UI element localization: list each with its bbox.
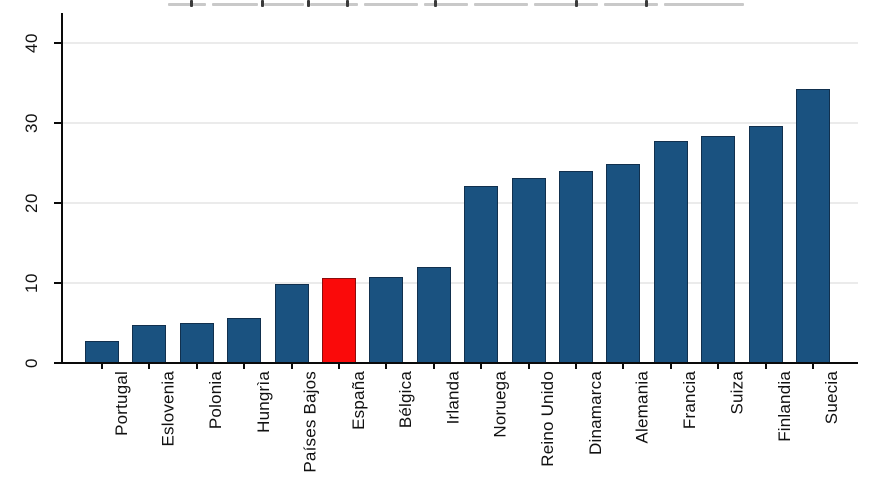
clipped-title-fragment xyxy=(534,3,598,6)
x-axis-line xyxy=(61,362,858,364)
x-axis-label-francia: Francia xyxy=(680,371,700,430)
x-tick-alemania xyxy=(622,363,625,369)
x-tick-irlanda xyxy=(432,363,435,369)
bar-suiza xyxy=(701,135,736,363)
clipped-title-fragment xyxy=(364,3,418,6)
x-tick-polonia xyxy=(195,363,198,369)
clipped-title-fragment xyxy=(310,3,358,6)
clipped-title-descender-fragment xyxy=(261,0,264,7)
x-axis-label-dinamarca: Dinamarca xyxy=(585,371,605,455)
x-tick-finlandia xyxy=(764,363,767,369)
bar-espana xyxy=(322,278,356,363)
bar-finlandia xyxy=(748,126,783,363)
clipped-title-fragment xyxy=(424,3,468,6)
clipped-title-descender-fragment xyxy=(645,0,648,7)
x-axis-label-noruega: Noruega xyxy=(490,371,510,438)
clipped-title-descender-fragment xyxy=(346,0,349,7)
x-tick-paises-bajos xyxy=(290,363,293,369)
clipped-title-fragment xyxy=(168,3,206,6)
x-tick-suiza xyxy=(717,363,720,369)
clipped-title-fragment xyxy=(604,3,658,6)
x-axis-label-paises-bajos: Países Bajos xyxy=(301,371,321,473)
bar-suecia xyxy=(796,89,830,363)
y-axis-line xyxy=(61,13,63,364)
bar-reino-unido xyxy=(511,178,546,363)
x-axis-label-suecia: Suecia xyxy=(822,371,842,425)
bar-dinamarca xyxy=(559,171,593,363)
y-tick-10 xyxy=(54,282,62,284)
x-axis-label-finlandia: Finlandia xyxy=(775,371,795,442)
x-axis-label-portugal: Portugal xyxy=(111,371,131,436)
x-tick-espana xyxy=(338,363,340,369)
x-tick-eslovenia xyxy=(148,363,151,369)
x-axis-label-hungria: Hungrìa xyxy=(253,371,273,433)
clipped-title-fragment xyxy=(474,3,528,6)
clipped-title-descender-fragment xyxy=(190,0,193,7)
bar-hungria xyxy=(227,318,262,363)
gridline-y-20 xyxy=(63,202,858,204)
bar-noruega xyxy=(464,186,499,363)
bar-irlanda xyxy=(416,267,451,363)
y-tick-label-10: 10 xyxy=(21,273,41,293)
x-axis-label-alemania: Alemania xyxy=(632,371,652,444)
bar-belgica xyxy=(369,276,404,363)
x-tick-belgica xyxy=(385,363,388,369)
gridline-y-30 xyxy=(63,122,858,124)
bar-alemania xyxy=(606,163,641,363)
x-axis-label-polonia: Polonia xyxy=(206,371,226,430)
x-tick-reino-unido xyxy=(527,363,530,369)
y-tick-20 xyxy=(54,202,62,204)
clipped-title-fragment xyxy=(664,3,744,6)
x-axis-label-irlanda: Irlanda xyxy=(443,371,463,425)
x-tick-suecia xyxy=(812,363,814,369)
y-tick-label-40: 40 xyxy=(21,33,41,53)
clipped-title-descender-fragment xyxy=(434,0,437,7)
bar-portugal xyxy=(85,340,119,363)
x-tick-dinamarca xyxy=(575,363,577,369)
clipped-title-descender-fragment xyxy=(575,0,578,7)
y-tick-label-20: 20 xyxy=(21,193,41,213)
clipped-title-fragment xyxy=(264,3,304,6)
y-tick-30 xyxy=(54,122,62,124)
clipped-title-fragment xyxy=(212,3,258,6)
x-tick-portugal xyxy=(101,363,103,369)
x-axis-label-eslovenia: Eslovenia xyxy=(158,371,178,447)
y-tick-40 xyxy=(54,42,62,44)
y-tick-label-0: 0 xyxy=(22,358,41,368)
y-tick-label-30: 30 xyxy=(21,113,41,133)
x-axis-label-espana: España xyxy=(348,371,368,430)
x-axis-label-reino-unido: Reino Unido xyxy=(538,371,558,467)
bar-eslovenia xyxy=(132,325,167,363)
clipped-title-descender-fragment xyxy=(307,0,310,7)
y-tick-0 xyxy=(54,362,62,364)
gridline-y-40 xyxy=(63,42,858,44)
x-tick-noruega xyxy=(480,363,483,369)
bar-polonia xyxy=(179,323,214,363)
x-axis-label-belgica: Bélgica xyxy=(395,371,415,429)
x-tick-hungria xyxy=(243,363,246,369)
x-axis-label-suiza: Suiza xyxy=(727,371,747,415)
bar-paises-bajos xyxy=(274,283,309,363)
bar-francia xyxy=(653,140,688,363)
x-tick-francia xyxy=(669,363,672,369)
gridline-y-10 xyxy=(63,282,858,284)
